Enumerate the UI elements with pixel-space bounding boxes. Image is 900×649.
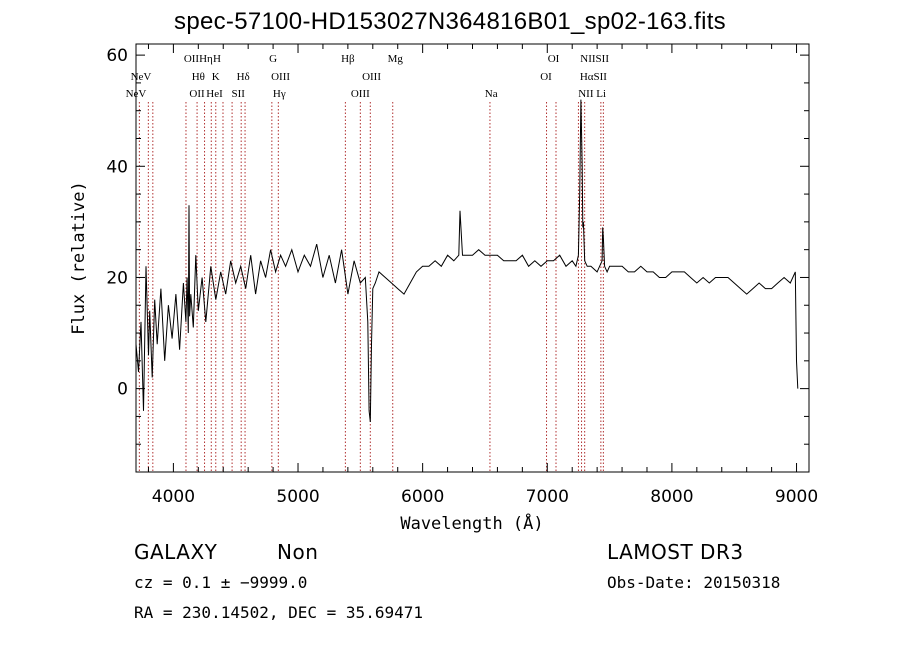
emission-line-label: OI <box>540 71 552 83</box>
x-tick-label: 4000 <box>152 487 195 507</box>
x-tick-label: 7000 <box>526 487 569 507</box>
x-tick-label: 9000 <box>775 487 818 507</box>
y-tick-label: 60 <box>106 46 128 66</box>
emission-line-label: Hγ <box>273 88 286 100</box>
emission-line-label: Hβ <box>341 53 355 65</box>
emission-line-label: OIIHη <box>184 53 213 65</box>
emission-line-label: OII <box>189 88 205 100</box>
redshift-value: cz = 0.1 ± −9999.0 <box>134 573 308 592</box>
survey-name: LAMOST DR3 <box>607 540 744 564</box>
emission-line-label: Hθ <box>192 71 205 83</box>
y-tick-label: 0 <box>117 380 128 400</box>
object-subclass: Non <box>277 540 319 564</box>
emission-line-label: Na <box>485 88 498 100</box>
observation-date: Obs-Date: 20150318 <box>607 573 781 592</box>
emission-line-label: NIISII <box>580 53 609 65</box>
emission-line-label: OI <box>548 53 560 65</box>
y-axis: 0 20 40 60 <box>106 46 809 445</box>
x-axis-label: Wavelength (Å) <box>400 512 543 534</box>
x-axis: 4000 5000 6000 7000 8000 9000 <box>147 44 818 507</box>
chart-title: spec-57100-HD153027N364816B01_sp02-163.f… <box>174 8 726 35</box>
x-tick-label: 8000 <box>650 487 693 507</box>
emission-line-label: OIII <box>271 71 290 83</box>
spectrum-line <box>135 99 799 423</box>
emission-line-label: Hδ <box>237 71 250 83</box>
y-tick-label: 40 <box>106 157 128 177</box>
x-tick-label: 6000 <box>401 487 444 507</box>
emission-line-label: HαSII <box>580 71 607 83</box>
emission-line-label: OIII <box>351 88 370 100</box>
emission-line-label: H <box>213 53 221 65</box>
emission-line-label: NII Li <box>578 88 606 100</box>
emission-line-label: K <box>212 71 220 83</box>
emission-line-label: OIII <box>362 71 381 83</box>
x-tick-label: 5000 <box>276 487 319 507</box>
y-tick-label: 20 <box>106 268 128 288</box>
emission-line-label: HeI <box>206 88 223 100</box>
y-axis-label: Flux (relative) <box>69 181 89 335</box>
coordinates: RA = 230.14502, DEC = 35.69471 <box>134 603 423 622</box>
object-class: GALAXY <box>134 540 218 564</box>
emission-line-label: SII <box>231 88 245 100</box>
emission-line-label: G <box>269 53 277 65</box>
emission-line-label: NeV <box>131 71 152 83</box>
plot-frame <box>135 43 810 473</box>
emission-line-label: Mg <box>388 53 404 65</box>
